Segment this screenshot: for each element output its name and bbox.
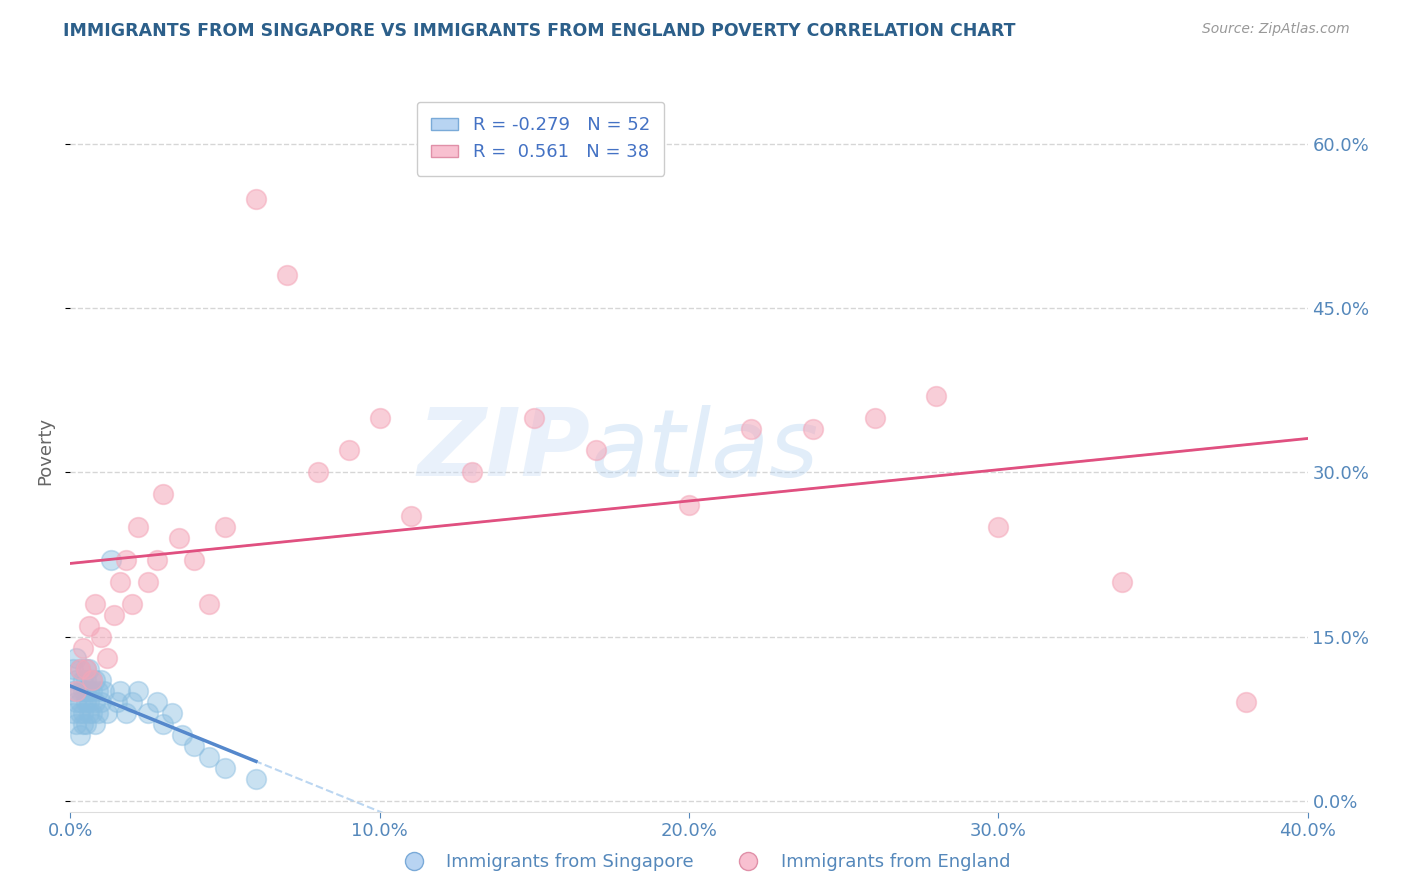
Point (103, 607, 125, 622)
Point (585, 443, 607, 458)
Point (65, 695, 87, 709)
Point (740, 421, 762, 435)
Point (121, 695, 143, 709)
Point (198, 750, 221, 764)
Text: IMMIGRANTS FROM SINGAPORE VS IMMIGRANTS FROM ENGLAND POVERTY CORRELATION CHART: IMMIGRANTS FROM SINGAPORE VS IMMIGRANTS … (63, 22, 1015, 40)
Point (276, 268, 298, 283)
Point (214, 761, 236, 775)
Point (1111, 574, 1133, 589)
Y-axis label: Poverty: Poverty (37, 417, 55, 484)
Point (62, 662, 84, 676)
Point (75, 717, 97, 731)
Point (87, 684, 110, 698)
Point (65, 717, 87, 731)
Point (93, 684, 115, 698)
Point (167, 531, 190, 545)
Point (170, 728, 193, 742)
Point (100, 553, 122, 567)
Point (198, 597, 221, 611)
Point (77, 662, 100, 676)
Point (105, 695, 128, 709)
Point (245, 772, 267, 786)
Point (65, 684, 87, 698)
Point (84, 673, 107, 688)
Text: Source: ZipAtlas.com: Source: ZipAtlas.com (1202, 22, 1350, 37)
Point (115, 706, 138, 721)
Point (183, 739, 205, 753)
Point (307, 466, 329, 480)
Point (84, 597, 107, 611)
Point (115, 553, 138, 567)
Point (461, 466, 484, 480)
Point (69, 728, 91, 742)
Point (69, 695, 91, 709)
Legend: Immigrants from Singapore, Immigrants from England: Immigrants from Singapore, Immigrants fr… (388, 847, 1018, 879)
Point (62, 684, 84, 698)
Point (90, 673, 112, 688)
Point (523, 410, 546, 425)
Point (65, 673, 87, 688)
Point (162, 706, 184, 721)
Legend: R = -0.279   N = 52, R =  0.561   N = 38: R = -0.279 N = 52, R = 0.561 N = 38 (416, 102, 664, 176)
Point (84, 695, 107, 709)
Point (1234, 695, 1257, 709)
Point (69, 662, 91, 676)
Point (80, 673, 103, 688)
Point (183, 553, 205, 567)
Point (80, 706, 103, 721)
Point (146, 695, 169, 709)
Point (77, 618, 100, 632)
Point (121, 597, 143, 611)
Point (69, 662, 91, 676)
Point (987, 520, 1010, 534)
Point (678, 498, 700, 512)
Point (90, 630, 112, 644)
Point (62, 706, 84, 721)
Point (69, 706, 91, 721)
Point (69, 684, 91, 698)
Point (72, 640, 94, 655)
Point (72, 706, 94, 721)
Point (75, 695, 97, 709)
Point (108, 574, 131, 589)
Point (368, 410, 391, 425)
Point (72, 673, 94, 688)
Point (75, 662, 97, 676)
Point (337, 443, 360, 458)
Point (136, 706, 159, 721)
Point (152, 487, 174, 501)
Point (96, 706, 118, 721)
Point (84, 717, 107, 731)
Point (96, 651, 118, 665)
Point (925, 389, 948, 403)
Point (72, 717, 94, 731)
Point (72, 684, 94, 698)
Point (152, 717, 174, 731)
Point (75, 673, 97, 688)
Point (75, 662, 97, 676)
Point (863, 410, 886, 425)
Point (90, 695, 112, 709)
Point (146, 553, 169, 567)
Point (80, 684, 103, 698)
Point (65, 651, 87, 665)
Text: atlas: atlas (591, 405, 818, 496)
Point (245, 192, 267, 206)
Text: ZIP: ZIP (418, 404, 591, 497)
Point (801, 421, 824, 435)
Point (77, 706, 100, 721)
Point (214, 520, 236, 534)
Point (399, 509, 422, 524)
Point (87, 706, 110, 721)
Point (136, 574, 159, 589)
Point (127, 520, 149, 534)
Point (127, 684, 149, 698)
Point (77, 684, 100, 698)
Point (108, 684, 131, 698)
Point (75, 684, 97, 698)
Point (77, 695, 100, 709)
Point (80, 673, 103, 688)
